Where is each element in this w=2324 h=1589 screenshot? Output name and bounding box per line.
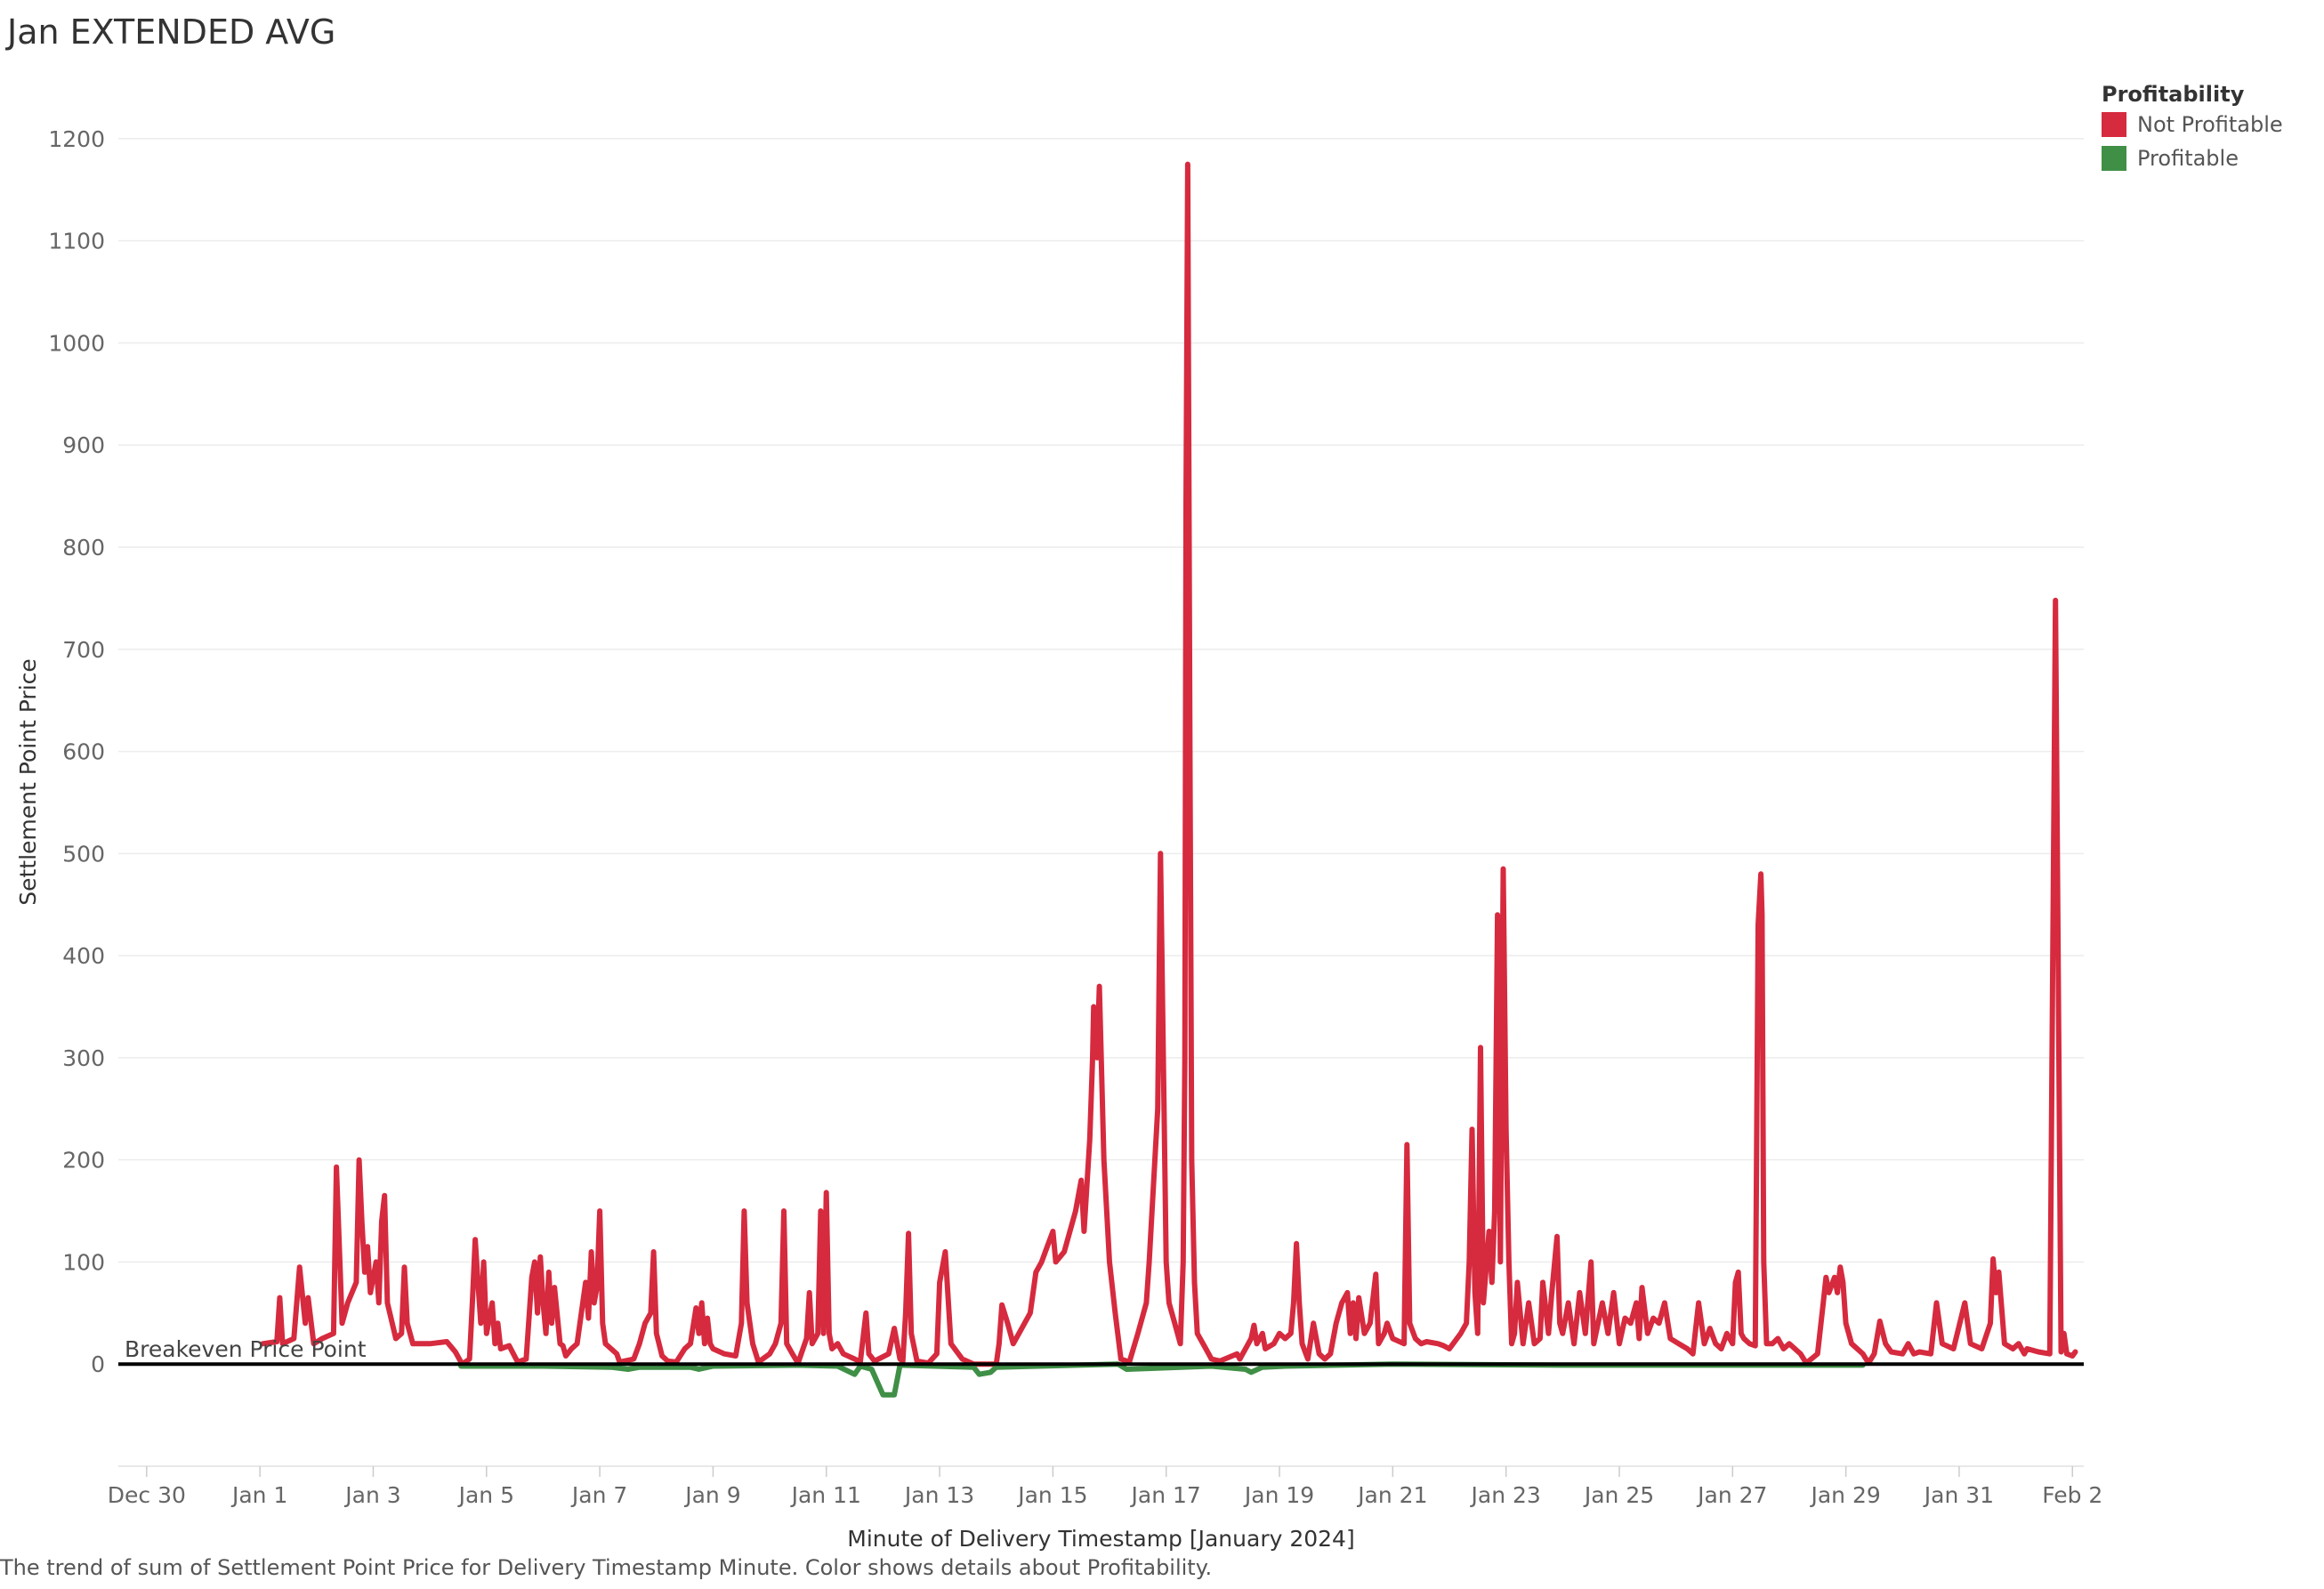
x-tick-label: Jan 7 xyxy=(570,1482,627,1508)
y-tick-label: 400 xyxy=(62,943,105,969)
x-tick-label: Jan 19 xyxy=(1243,1482,1314,1508)
x-tick-label: Jan 1 xyxy=(230,1482,287,1508)
legend-item-profitable[interactable]: Profitable xyxy=(2102,146,2283,171)
chart-title: Jan EXTENDED AVG xyxy=(7,12,336,52)
x-tick-label: Jan 9 xyxy=(683,1482,740,1508)
y-tick-label: 500 xyxy=(62,841,105,867)
legend: Profitability Not Profitable Profitable xyxy=(2102,82,2283,180)
y-tick-label: 1200 xyxy=(48,126,105,152)
y-tick-label: 300 xyxy=(62,1045,105,1071)
x-tick-label: Jan 27 xyxy=(1696,1482,1767,1508)
breakeven-label: Breakeven Price Point xyxy=(125,1336,367,1362)
x-tick-label: Jan 17 xyxy=(1130,1482,1201,1508)
x-tick-label: Jan 25 xyxy=(1583,1482,1654,1508)
y-tick-label: 100 xyxy=(62,1249,105,1275)
x-axis-title: Minute of Delivery Timestamp [January 20… xyxy=(847,1526,1354,1552)
legend-item-not-profitable[interactable]: Not Profitable xyxy=(2102,112,2283,137)
x-tick-label: Jan 23 xyxy=(1470,1482,1541,1508)
y-axis-title: Settlement Point Price xyxy=(15,658,41,906)
x-tick-label: Jan 13 xyxy=(903,1482,974,1508)
x-tick-label: Dec 30 xyxy=(108,1482,186,1508)
series-line-not-profitable[interactable] xyxy=(260,161,2078,1367)
series-lines xyxy=(260,161,2078,1398)
x-tick-label: Jan 11 xyxy=(790,1482,861,1508)
axes: 0 100 200 300 400 500 600 700 800 900 1000 1100 1200… xyxy=(15,126,2102,1552)
x-tick-label: Jan 29 xyxy=(1809,1482,1880,1508)
x-tick-label: Jan 15 xyxy=(1016,1482,1087,1508)
legend-title: Profitability xyxy=(2102,82,2245,107)
y-tick-label: 1000 xyxy=(48,330,105,356)
x-tick-label: Jan 31 xyxy=(1923,1482,1994,1508)
legend-swatch-profitable xyxy=(2102,146,2126,171)
legend-label: Profitable xyxy=(2137,146,2239,171)
y-tick-label: 900 xyxy=(62,432,105,458)
gridlines xyxy=(118,138,2084,1467)
y-tick-label: 600 xyxy=(62,739,105,765)
legend-label: Not Profitable xyxy=(2137,112,2283,137)
y-tick-label: 200 xyxy=(62,1148,105,1174)
series-line-profitable[interactable] xyxy=(458,1361,1866,1398)
x-tick-label: Jan 21 xyxy=(1356,1482,1427,1508)
breakeven-reference-line: Breakeven Price Point xyxy=(118,1336,2084,1367)
y-tick-label: 1100 xyxy=(48,229,105,254)
legend-swatch-not-profitable xyxy=(2102,112,2126,137)
y-tick-label: 800 xyxy=(62,535,105,561)
x-tick-label: Jan 5 xyxy=(457,1482,514,1508)
y-tick-label: 0 xyxy=(91,1351,105,1377)
x-tick-label: Feb 2 xyxy=(2042,1482,2102,1508)
chart-caption: The trend of sum of Settlement Point Pri… xyxy=(0,1555,1213,1580)
x-tick-label: Jan 3 xyxy=(343,1482,400,1508)
y-tick-label: 700 xyxy=(62,637,105,663)
